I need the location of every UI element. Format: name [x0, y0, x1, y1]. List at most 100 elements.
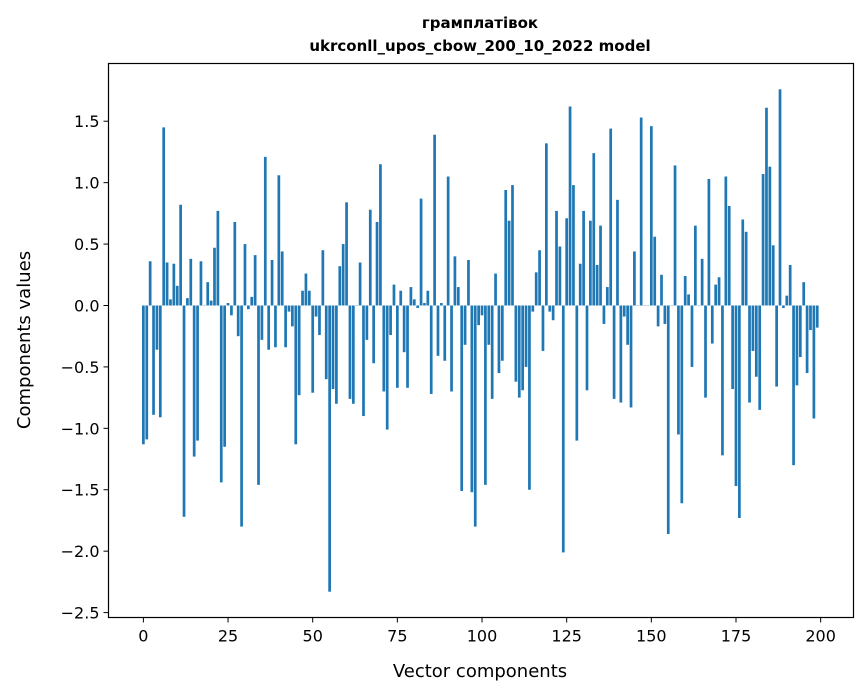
x-tick-label: 25	[218, 627, 238, 646]
bar-2	[148, 261, 152, 306]
x-tick-label: 100	[467, 627, 498, 646]
bar-25	[226, 303, 230, 306]
y-tick-label: 1.5	[74, 112, 99, 131]
bar-44	[291, 305, 294, 327]
bar-133	[592, 153, 596, 306]
x-tick-label: 50	[303, 627, 323, 646]
bar-1	[145, 305, 149, 440]
bar-104	[494, 273, 497, 306]
bar-30	[243, 244, 247, 306]
y-axis-label: Components values	[14, 251, 35, 429]
bar-198	[812, 305, 816, 419]
bar-190	[785, 295, 789, 306]
bar-91	[450, 305, 453, 392]
bar-175	[734, 305, 738, 487]
bar-110	[514, 305, 518, 382]
bar-31	[247, 305, 250, 310]
bar-100	[480, 305, 484, 316]
ticks-group: 0 25 50 75 100 125 150 175 200 −2.5 −2.0 −1.5 −1.0 −0…	[61, 112, 836, 645]
bar-45	[294, 305, 298, 445]
bar-109	[511, 185, 514, 306]
bar-157	[673, 165, 677, 306]
bar-135	[599, 225, 602, 306]
bar-151	[653, 236, 657, 306]
bar-172	[724, 176, 728, 306]
bar-50	[311, 305, 315, 393]
bar-58	[338, 266, 342, 306]
chart-title-line2: ukrconll_upos_cbow_200_10_2022 model	[309, 37, 650, 55]
bar-197	[809, 305, 812, 331]
bar-165	[700, 258, 704, 306]
bar-114	[528, 305, 531, 490]
bar-28	[236, 305, 240, 337]
bar-21	[213, 247, 216, 306]
bar-14	[189, 258, 193, 306]
bar-153	[660, 274, 663, 306]
bar-35	[260, 305, 264, 340]
bar-159	[680, 305, 684, 504]
bar-16	[196, 305, 199, 441]
bar-177	[741, 219, 745, 306]
bar-70	[379, 164, 382, 306]
bar-0	[142, 305, 145, 445]
bar-49	[307, 290, 311, 306]
bar-98	[473, 305, 477, 527]
bar-140	[616, 199, 619, 306]
bar-195	[802, 282, 806, 306]
bar-189	[782, 305, 785, 308]
bar-186	[771, 245, 775, 306]
bar-194	[798, 305, 802, 358]
bar-160	[683, 276, 687, 306]
bar-36	[263, 156, 267, 306]
bar-13	[186, 298, 189, 306]
x-axis-label: Vector components	[393, 661, 567, 682]
bar-61	[348, 305, 352, 399]
bar-77	[402, 305, 406, 353]
bar-67	[368, 209, 372, 306]
bar-93	[456, 287, 460, 306]
bar-54	[324, 305, 328, 380]
bar-86	[433, 134, 436, 306]
bar-59	[341, 244, 345, 306]
bar-66	[365, 305, 369, 340]
bar-72	[385, 305, 389, 430]
bar-57	[335, 305, 338, 404]
bar-124	[561, 305, 565, 553]
x-tick-label: 200	[805, 627, 836, 646]
bar-126	[568, 106, 572, 306]
bar-163	[694, 225, 697, 306]
bar-121	[551, 305, 555, 321]
bar-7	[165, 262, 169, 306]
x-tick-label: 75	[387, 627, 407, 646]
bar-130	[582, 210, 585, 306]
bar-79	[409, 287, 413, 306]
bar-89	[443, 305, 447, 361]
bar-174	[731, 305, 734, 390]
bar-115	[531, 305, 535, 312]
bar-169	[714, 284, 718, 306]
bar-155	[666, 305, 670, 534]
bars-group	[142, 89, 819, 592]
bar-85	[429, 305, 433, 394]
bar-33	[253, 255, 257, 306]
bar-143	[626, 305, 629, 345]
bar-17	[199, 261, 203, 306]
bar-10	[175, 285, 179, 306]
y-tick-label: −2.5	[61, 604, 100, 623]
bar-87	[436, 305, 440, 356]
bar-116	[534, 272, 538, 306]
bar-188	[778, 89, 782, 306]
bar-147	[639, 117, 643, 306]
bar-71	[382, 305, 386, 392]
bar-26	[230, 305, 233, 316]
y-tick-label: −2.0	[61, 542, 100, 561]
bar-48	[304, 273, 308, 306]
bar-55	[328, 305, 331, 592]
bar-92	[453, 256, 457, 306]
bar-166	[704, 305, 707, 398]
bar-74	[392, 284, 396, 306]
bar-142	[622, 305, 626, 317]
bar-24	[223, 305, 227, 447]
bar-51	[314, 305, 318, 317]
